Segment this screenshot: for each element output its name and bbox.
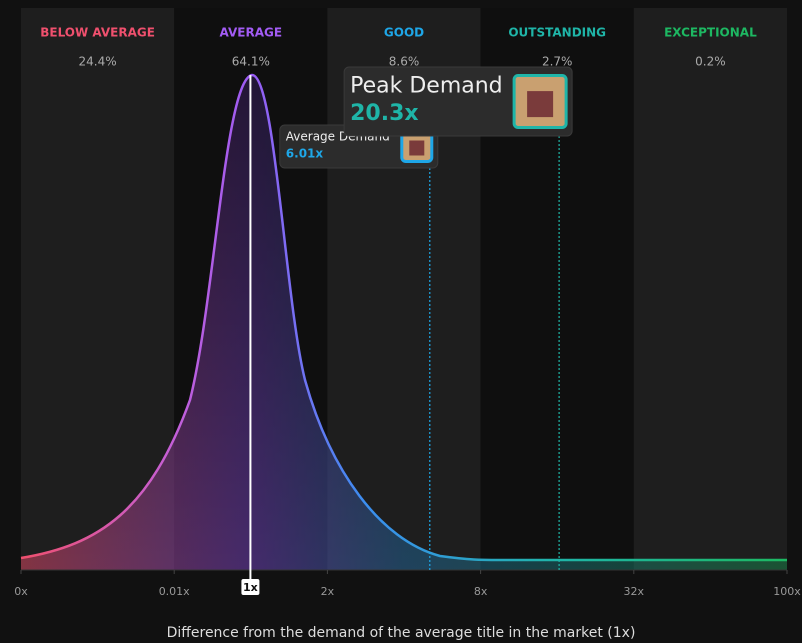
thumbnail-art: [409, 140, 425, 156]
band-name: EXCEPTIONAL: [664, 26, 757, 40]
distribution-shade: [21, 75, 787, 570]
x-tick-label: 8x: [474, 585, 488, 598]
band-name: OUTSTANDING: [508, 26, 606, 40]
reference-badge: [241, 579, 260, 595]
x-tick-label: 100x: [773, 585, 801, 598]
x-tick-label: 0x: [14, 585, 28, 598]
band: [633, 8, 787, 570]
band-share: 0.2%: [695, 55, 726, 69]
band: [21, 8, 175, 570]
x-tick-label: 0.01x: [159, 585, 190, 598]
band-name: BELOW AVERAGE: [40, 26, 155, 40]
tooltip-label: Peak Demand: [350, 73, 503, 98]
x-axis-title: Difference from the demand of the averag…: [167, 625, 636, 641]
band-name: GOOD: [384, 26, 424, 40]
band-share: 64.1%: [232, 55, 270, 69]
band-share: 8.6%: [389, 55, 420, 69]
distribution-curve: [20, 73, 787, 562]
thumbnail-art: [527, 91, 554, 118]
band-name: AVERAGE: [220, 26, 283, 40]
x-tick-label: 32x: [624, 585, 645, 598]
reference-label: 1x: [243, 581, 258, 594]
x-tick-label: 2x: [321, 585, 335, 598]
tooltip-value: 6.01x: [286, 147, 324, 161]
tooltip-value: 20.3x: [350, 101, 418, 126]
band-share: 2.7%: [542, 55, 573, 69]
band-share: 24.4%: [79, 55, 117, 69]
